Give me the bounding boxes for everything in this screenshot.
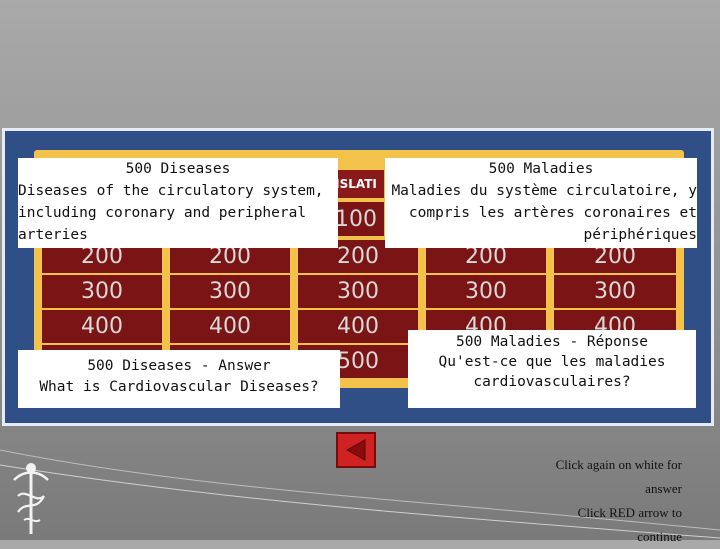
popup-line: including coronary and peripheral (18, 205, 307, 221)
popup-line: Qu'est-ce que les maladies (438, 354, 666, 370)
cell-300-col4[interactable]: 300 (426, 275, 546, 308)
instruction-line: continue (637, 529, 682, 544)
decorative-swoosh (0, 449, 720, 539)
cell-400-col3[interactable]: 400 (298, 310, 418, 343)
popup-title: 500 Diseases (125, 161, 231, 177)
popup-line: Maladies du système circulatoire, y (391, 183, 697, 199)
popup-line: compris les artères coronaires et (408, 205, 697, 221)
popup-french-question[interactable]: 500 Maladies Maladies du système circula… (385, 158, 697, 248)
popup-line: Diseases of the circulatory system, (18, 183, 324, 199)
cell-300-col1[interactable]: 300 (42, 275, 162, 308)
instructions-text: Click again on white for answer Click RE… (502, 453, 682, 549)
left-arrow-icon (345, 439, 366, 461)
cell-400-col2[interactable]: 400 (170, 310, 290, 343)
popup-title: 500 Diseases - Answer (87, 358, 271, 374)
caduceus-logo-icon (13, 463, 49, 534)
popup-title: 500 Maladies - Réponse (455, 334, 649, 350)
instruction-line: Click RED arrow to (577, 505, 682, 520)
popup-line: What is Cardiovascular Diseases? (39, 379, 319, 395)
popup-title: 500 Maladies (488, 161, 594, 177)
cell-300-col2[interactable]: 300 (170, 275, 290, 308)
cell-300-col3[interactable]: 300 (298, 275, 418, 308)
back-arrow-button[interactable] (336, 432, 376, 468)
popup-line: périphériques (583, 227, 698, 243)
instruction-line: Click again on white for (555, 457, 682, 472)
instruction-line: answer (645, 481, 682, 496)
popup-english-answer[interactable]: 500 Diseases - Answer What is Cardiovasc… (18, 350, 340, 408)
cell-300-col5[interactable]: 300 (554, 275, 676, 308)
popup-english-question[interactable]: 500 Diseases Diseases of the circulatory… (18, 158, 338, 248)
popup-french-answer[interactable]: 500 Maladies - Réponse Qu'est-ce que les… (408, 330, 696, 408)
cell-400-col1[interactable]: 400 (42, 310, 162, 343)
popup-line: cardiovasculaires? (473, 374, 631, 390)
popup-line: arteries (18, 227, 88, 243)
